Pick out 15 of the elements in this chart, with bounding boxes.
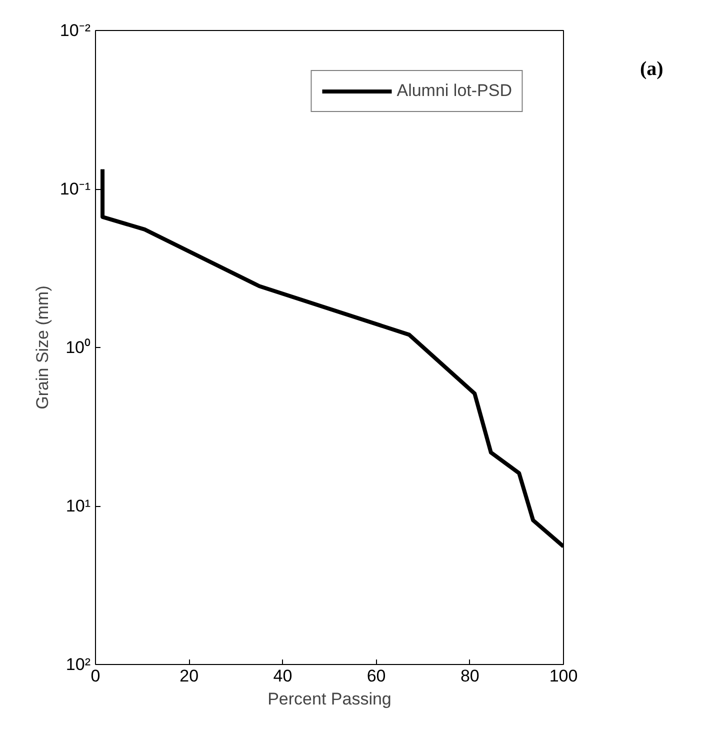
y-tick-label: 10⁰ (66, 338, 91, 357)
text: (a) (640, 57, 664, 82)
x-tick-label: 80 (460, 666, 480, 686)
legend-label: Alumni lot-PSD (396, 81, 512, 101)
y-axis-title: Grain Size (mm) (32, 286, 52, 410)
x-tick-label: 100 (549, 666, 578, 686)
y-tick-label: 10² (66, 655, 91, 674)
x-tick-label: 60 (366, 666, 386, 686)
y-tick-label: 10⁻¹ (60, 180, 91, 198)
x-axis-title: Percent Passing (268, 690, 392, 708)
x-tick-label: 0 (90, 666, 100, 686)
y-tick-label: 10⁻² (60, 21, 91, 40)
y-tick-label: 10¹ (66, 496, 91, 516)
x-tick-label: 20 (180, 666, 199, 686)
x-tick-label: 40 (273, 666, 292, 686)
